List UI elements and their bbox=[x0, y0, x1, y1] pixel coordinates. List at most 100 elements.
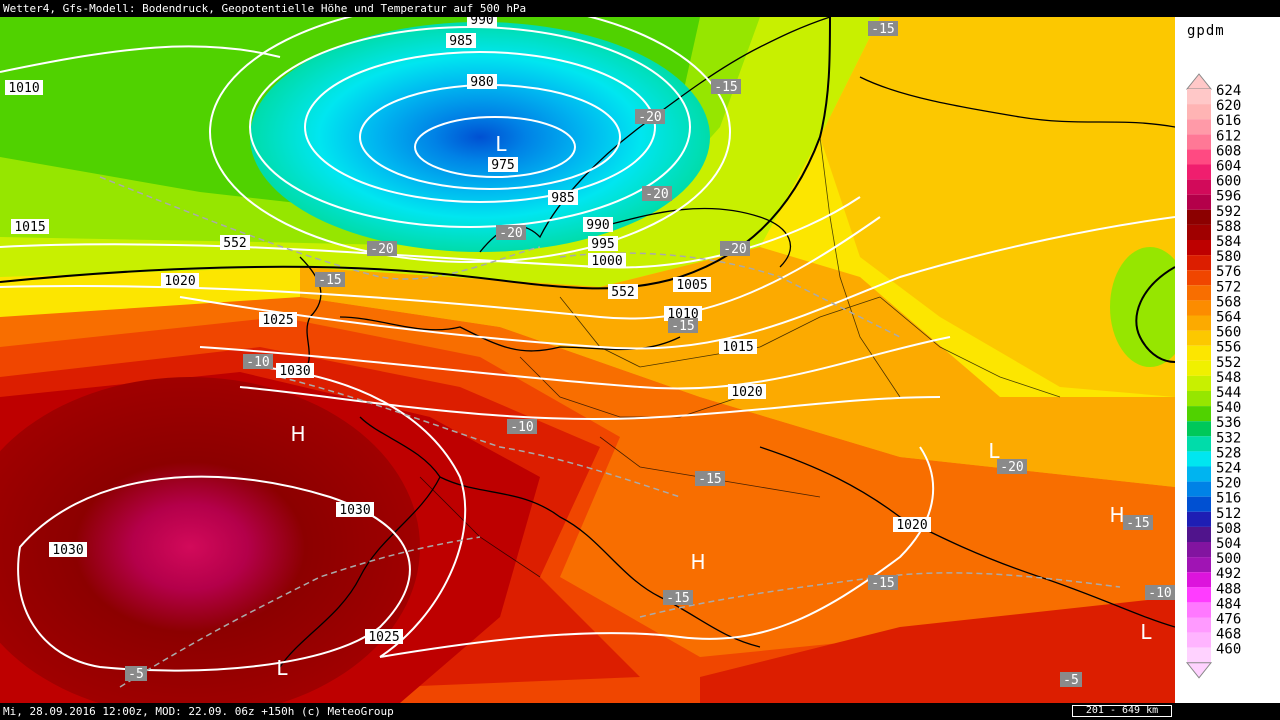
legend-swatch bbox=[1187, 406, 1211, 422]
isobar-label: 1030 bbox=[339, 503, 370, 518]
isotherm-label: -10 bbox=[510, 420, 533, 435]
isotherm-label: -15 bbox=[698, 472, 721, 487]
band-red-se bbox=[700, 597, 1175, 703]
isotherm-label: -20 bbox=[370, 242, 393, 257]
title-bar: Wetter4, Gfs-Modell: Bodendruck, Geopote… bbox=[0, 0, 1280, 17]
isobar-label-box bbox=[276, 363, 314, 378]
isobar-label-box bbox=[336, 502, 374, 517]
isotherm-label: -15 bbox=[666, 591, 689, 606]
legend-swatch bbox=[1187, 526, 1211, 542]
isobar-label: 1020 bbox=[731, 385, 762, 400]
legend-label: 552 bbox=[1216, 355, 1241, 371]
legend-swatch bbox=[1187, 617, 1211, 633]
legend-swatch bbox=[1187, 164, 1211, 180]
isotherm-label-box bbox=[668, 318, 698, 333]
legend-label: 488 bbox=[1216, 581, 1241, 597]
isotherm-label: -20 bbox=[1000, 460, 1023, 475]
geopotential-east-line bbox=[1135, 266, 1176, 363]
legend-swatch bbox=[1187, 602, 1211, 618]
legend-swatch bbox=[1187, 330, 1211, 346]
legend-label: 532 bbox=[1216, 430, 1241, 446]
isobar-label-box bbox=[548, 190, 578, 205]
legend-label: 516 bbox=[1216, 491, 1241, 507]
legend-swatch bbox=[1187, 391, 1211, 407]
geopotential-label: 552 bbox=[611, 285, 634, 300]
legend-label: 608 bbox=[1216, 143, 1241, 159]
legend-swatch bbox=[1187, 466, 1211, 482]
isobar-label: 1030 bbox=[52, 543, 83, 558]
isobar-label: 1025 bbox=[262, 313, 293, 328]
legend-swatch bbox=[1187, 119, 1211, 135]
legend-label: 476 bbox=[1216, 612, 1241, 628]
isobar-label: 1015 bbox=[14, 220, 45, 235]
isotherm-label: -15 bbox=[671, 319, 694, 334]
isotherm-label-box bbox=[496, 225, 526, 240]
legend-label: 520 bbox=[1216, 476, 1241, 492]
temperature-labels: -15 -15 -20 -20 -20 -20 -20 -15 -15 -10 -10 -15 -15 -… bbox=[125, 21, 1175, 688]
isobar-label-box bbox=[49, 542, 87, 557]
legend-swatch bbox=[1187, 209, 1211, 225]
legend-swatch bbox=[1187, 194, 1211, 210]
legend-label: 504 bbox=[1216, 536, 1241, 552]
legend-label: 572 bbox=[1216, 279, 1241, 295]
isotherm-label-box bbox=[1145, 585, 1175, 600]
isobar-label: 975 bbox=[491, 158, 514, 173]
isobar-label: 980 bbox=[470, 75, 493, 90]
isobar-label: 1020 bbox=[896, 518, 927, 533]
isobar-label: 1030 bbox=[279, 364, 310, 379]
legend-label: 500 bbox=[1216, 551, 1241, 567]
legend-label: 556 bbox=[1216, 340, 1241, 356]
legend-swatch bbox=[1187, 179, 1211, 195]
legend-swatch bbox=[1187, 632, 1211, 648]
isobar-label-box bbox=[893, 517, 931, 532]
isobar-label: 990 bbox=[586, 218, 609, 233]
legend-swatch bbox=[1187, 300, 1211, 316]
isotherm-label: -10 bbox=[1148, 586, 1171, 601]
isotherm-label-box bbox=[243, 354, 273, 369]
isobar-label-box bbox=[161, 273, 199, 288]
isotherm-label: -15 bbox=[871, 576, 894, 591]
legend-swatch bbox=[1187, 360, 1211, 376]
isotherm-label-box bbox=[868, 21, 898, 36]
isotherm-label-box bbox=[125, 666, 147, 681]
isobar-label-box bbox=[719, 339, 757, 354]
high-pressure-marker: H bbox=[290, 422, 305, 446]
pressure-centers: L H H L L L H bbox=[276, 132, 1152, 680]
legend-swatch bbox=[1187, 104, 1211, 120]
isotherm-label: -15 bbox=[714, 80, 737, 95]
legend-label: 560 bbox=[1216, 325, 1241, 341]
isotherm-label-box bbox=[367, 241, 397, 256]
isobar-label: 985 bbox=[449, 34, 472, 49]
legend-swatch bbox=[1187, 542, 1211, 558]
legend-swatch bbox=[1187, 255, 1211, 271]
legend-label: 528 bbox=[1216, 445, 1241, 461]
low-pressure-marker: L bbox=[1140, 620, 1152, 644]
legend-panel: 624 620 616 612 608 604 600 596 592 588 584 580 576 5… bbox=[1175, 17, 1280, 703]
isotherm-label: -15 bbox=[1126, 516, 1149, 531]
isotherm-label-box bbox=[642, 186, 672, 201]
legend-label: 616 bbox=[1216, 113, 1241, 129]
legend-label: 600 bbox=[1216, 174, 1241, 190]
legend-swatch bbox=[1187, 587, 1211, 603]
legend-swatch bbox=[1187, 89, 1211, 105]
legend-label: 604 bbox=[1216, 159, 1241, 175]
isotherm-label-box bbox=[315, 272, 345, 287]
isotherm-label: -15 bbox=[871, 22, 894, 37]
legend-label: 564 bbox=[1216, 310, 1241, 326]
isotherm-label: -20 bbox=[723, 242, 746, 257]
legend-label: 612 bbox=[1216, 128, 1241, 144]
isobar-label-box bbox=[259, 312, 297, 327]
legend-label: 620 bbox=[1216, 98, 1241, 114]
isotherm-label: -20 bbox=[499, 226, 522, 241]
legend-swatch bbox=[1187, 345, 1211, 361]
legend-swatch bbox=[1187, 557, 1211, 573]
isobar-label-box bbox=[664, 306, 702, 321]
legend-scale: 6246206166126086046005965925885845805765… bbox=[1185, 73, 1241, 679]
legend-swatch bbox=[1187, 511, 1211, 527]
legend-swatch bbox=[1187, 315, 1211, 331]
legend-swatch bbox=[1187, 572, 1211, 588]
legend-label: 588 bbox=[1216, 219, 1241, 235]
isobar-label: 995 bbox=[591, 237, 614, 252]
east-green-patch bbox=[1110, 247, 1190, 367]
isobar-label: 1025 bbox=[368, 630, 399, 645]
